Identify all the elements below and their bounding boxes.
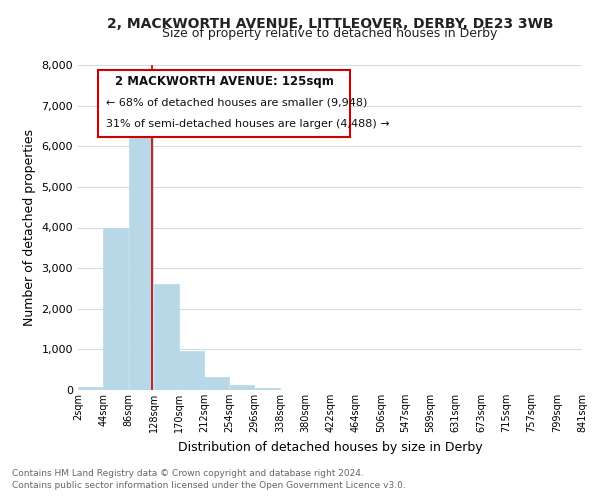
Text: 2 MACKWORTH AVENUE: 125sqm: 2 MACKWORTH AVENUE: 125sqm — [115, 74, 334, 88]
Bar — [78, 387, 103, 390]
Bar — [103, 228, 128, 390]
Text: Contains public sector information licensed under the Open Government Licence v3: Contains public sector information licen… — [12, 481, 406, 490]
Text: 2, MACKWORTH AVENUE, LITTLEOVER, DERBY, DE23 3WB: 2, MACKWORTH AVENUE, LITTLEOVER, DERBY, … — [107, 18, 553, 32]
Text: Contains HM Land Registry data © Crown copyright and database right 2024.: Contains HM Land Registry data © Crown c… — [12, 468, 364, 477]
Bar — [255, 388, 280, 390]
Text: Size of property relative to detached houses in Derby: Size of property relative to detached ho… — [163, 28, 497, 40]
Text: ← 68% of detached houses are smaller (9,948): ← 68% of detached houses are smaller (9,… — [106, 98, 367, 108]
Bar — [129, 122, 154, 390]
Bar — [179, 352, 204, 390]
Y-axis label: Number of detached properties: Number of detached properties — [23, 129, 36, 326]
Text: 31% of semi-detached houses are larger (4,488) →: 31% of semi-detached houses are larger (… — [106, 118, 389, 128]
FancyBboxPatch shape — [98, 70, 350, 136]
Bar — [205, 376, 229, 390]
Bar — [154, 284, 179, 390]
X-axis label: Distribution of detached houses by size in Derby: Distribution of detached houses by size … — [178, 440, 482, 454]
Bar — [230, 384, 254, 390]
